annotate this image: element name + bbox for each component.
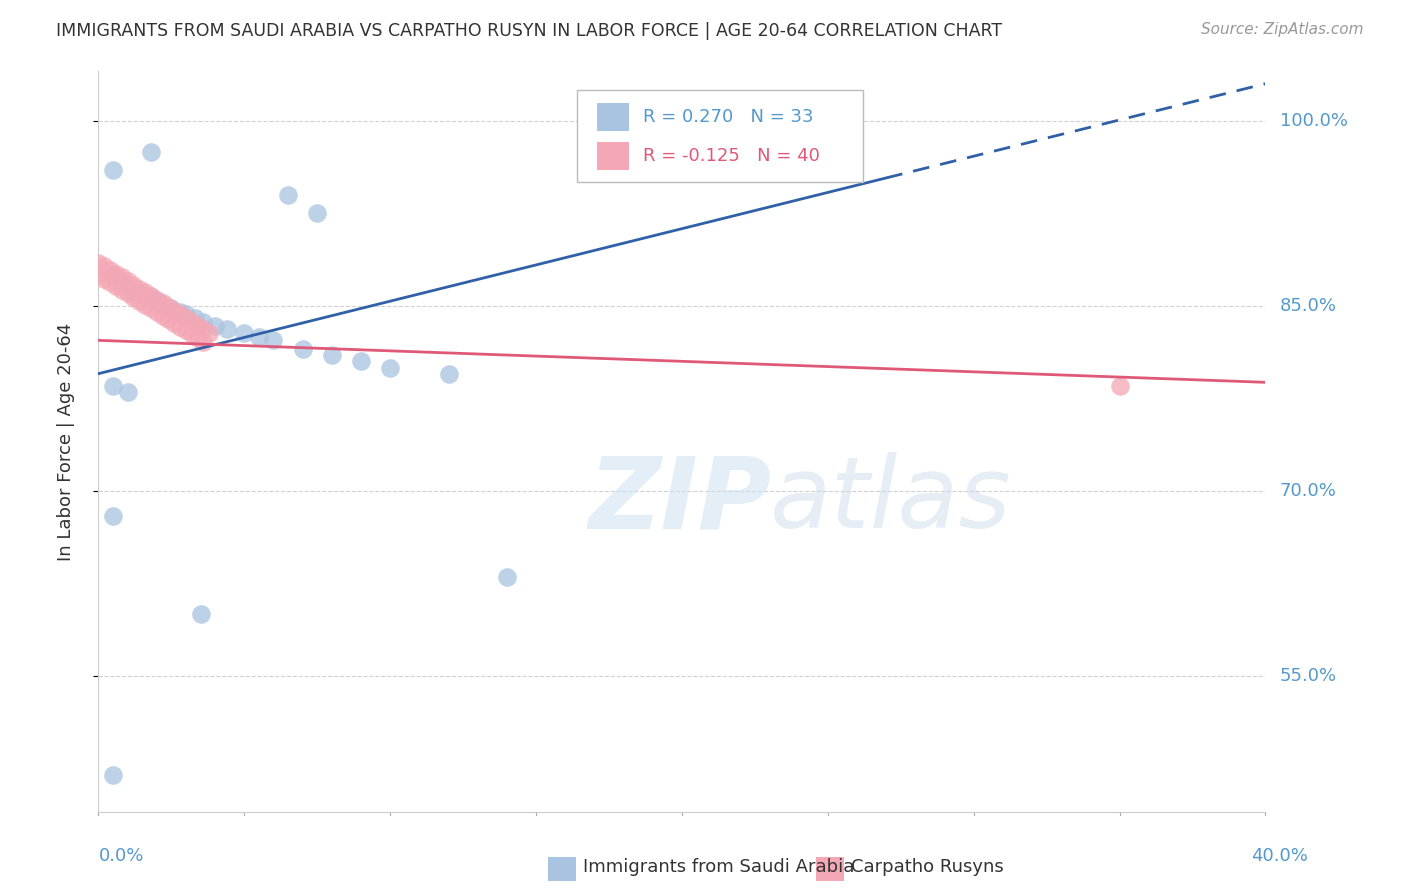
Text: R = -0.125   N = 40: R = -0.125 N = 40 [644, 147, 820, 165]
Point [169, 308, 191, 322]
Point [163, 303, 186, 318]
Point [131, 286, 153, 301]
Point [163, 316, 186, 330]
Y-axis label: In Labor Force | Age 20-64: In Labor Force | Age 20-64 [56, 322, 75, 561]
Point [350, 354, 373, 368]
Point [134, 285, 156, 300]
Point [146, 305, 169, 319]
Text: 85.0%: 85.0% [1279, 297, 1337, 315]
Point [174, 311, 197, 326]
Point [117, 385, 139, 400]
Point [139, 301, 162, 316]
Text: Source: ZipAtlas.com: Source: ZipAtlas.com [1201, 22, 1364, 37]
Point [152, 297, 174, 311]
Point [215, 322, 238, 336]
Point [104, 267, 127, 281]
Point [160, 301, 183, 316]
Point [117, 286, 139, 301]
Point [98, 276, 121, 290]
FancyBboxPatch shape [576, 90, 863, 183]
Point [101, 379, 124, 393]
Point [139, 290, 162, 304]
Bar [596, 103, 630, 131]
Text: 0.0%: 0.0% [98, 847, 143, 865]
Point [93, 271, 115, 285]
Point [183, 311, 205, 326]
Text: IMMIGRANTS FROM SAUDI ARABIA VS CARPATHO RUSYN IN LABOR FORCE | AGE 20-64 CORREL: IMMIGRANTS FROM SAUDI ARABIA VS CARPATHO… [56, 22, 1002, 40]
Point [169, 305, 191, 319]
Text: 70.0%: 70.0% [1279, 482, 1337, 500]
Text: 55.0%: 55.0% [1279, 667, 1337, 685]
Point [111, 283, 134, 297]
Point [117, 274, 139, 288]
Point [111, 270, 134, 285]
Point [93, 260, 115, 274]
Point [152, 296, 174, 310]
Point [291, 342, 314, 356]
Point [122, 284, 145, 298]
Bar [548, 857, 575, 880]
Text: 100.0%: 100.0% [1279, 112, 1348, 129]
Point [157, 312, 180, 326]
Point [190, 607, 212, 622]
Point [87, 268, 110, 282]
Point [157, 300, 180, 314]
Point [101, 268, 124, 282]
Point [321, 348, 343, 362]
Point [1108, 379, 1130, 393]
Point [496, 570, 519, 584]
Point [101, 508, 124, 523]
Point [122, 277, 145, 292]
Point [437, 367, 460, 381]
Point [128, 281, 150, 295]
Point [122, 290, 145, 304]
Text: Carpatho Rusyns: Carpatho Rusyns [851, 858, 1004, 876]
Point [128, 293, 150, 308]
Text: 40.0%: 40.0% [1251, 847, 1308, 865]
Text: R = 0.270   N = 33: R = 0.270 N = 33 [644, 108, 814, 126]
Text: ZIP: ZIP [589, 452, 772, 549]
Point [146, 293, 169, 308]
Point [277, 187, 299, 202]
Point [204, 318, 226, 333]
Bar [596, 142, 630, 170]
Point [146, 293, 169, 307]
Point [87, 255, 110, 269]
Point [117, 280, 139, 294]
Point [380, 360, 402, 375]
Point [139, 289, 162, 303]
Point [180, 327, 202, 342]
Point [101, 768, 124, 782]
Point [198, 326, 221, 340]
Point [233, 326, 256, 340]
Point [134, 297, 156, 311]
Point [180, 315, 202, 329]
Point [169, 319, 191, 334]
Bar [815, 857, 844, 880]
Point [111, 274, 134, 288]
Point [307, 206, 329, 220]
Point [262, 334, 284, 348]
Point [104, 279, 127, 293]
Point [193, 334, 215, 349]
Point [247, 329, 270, 343]
Point [193, 322, 215, 336]
Point [187, 318, 209, 333]
Point [98, 263, 121, 277]
Point [139, 145, 162, 159]
Point [193, 315, 215, 329]
Point [174, 324, 197, 338]
Text: Immigrants from Saudi Arabia: Immigrants from Saudi Arabia [582, 858, 853, 876]
Text: atlas: atlas [769, 452, 1011, 549]
Point [187, 331, 209, 345]
Point [152, 309, 174, 323]
Point [174, 308, 197, 322]
Point [101, 163, 124, 178]
